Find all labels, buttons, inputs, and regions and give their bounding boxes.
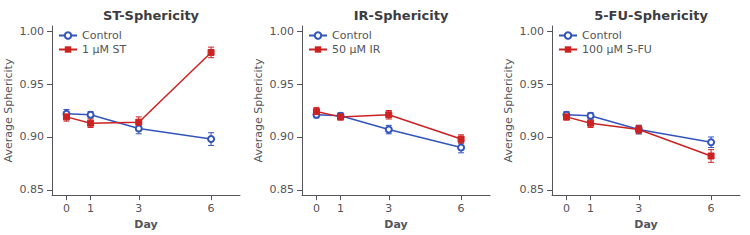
svg-text:100 μM 5-FU: 100 μM 5-FU (582, 43, 652, 56)
svg-text:0.90: 0.90 (20, 130, 45, 143)
svg-text:0.85: 0.85 (20, 183, 45, 196)
svg-text:1.00: 1.00 (20, 25, 45, 38)
svg-text:1: 1 (587, 202, 594, 215)
svg-text:Control: Control (332, 29, 372, 42)
svg-text:ST-Sphericity: ST-Sphericity (103, 8, 200, 23)
svg-text:1 μM ST: 1 μM ST (82, 43, 126, 56)
svg-text:0: 0 (63, 202, 70, 215)
svg-text:3: 3 (385, 202, 392, 215)
svg-text:Average Sphericity: Average Sphericity (252, 58, 265, 162)
svg-text:5-FU-Sphericity: 5-FU-Sphericity (594, 8, 708, 23)
svg-text:3: 3 (135, 202, 142, 215)
svg-text:1: 1 (87, 202, 94, 215)
svg-text:0.95: 0.95 (20, 78, 45, 91)
svg-text:6: 6 (458, 202, 465, 215)
svg-text:Day: Day (134, 218, 157, 231)
svg-text:1: 1 (337, 202, 344, 215)
svg-text:0.95: 0.95 (270, 78, 295, 91)
svg-text:IR-Sphericity: IR-Sphericity (354, 8, 449, 23)
svg-text:0.90: 0.90 (270, 130, 295, 143)
svg-text:50 μM IR: 50 μM IR (332, 43, 381, 56)
svg-text:6: 6 (208, 202, 215, 215)
svg-text:Control: Control (82, 29, 122, 42)
svg-text:Control: Control (582, 29, 622, 42)
svg-text:Day: Day (634, 218, 657, 231)
svg-text:0: 0 (563, 202, 570, 215)
svg-text:6: 6 (708, 202, 715, 215)
svg-text:1.00: 1.00 (270, 25, 295, 38)
svg-text:0.90: 0.90 (520, 130, 545, 143)
svg-text:1.00: 1.00 (520, 25, 545, 38)
svg-text:Average Sphericity: Average Sphericity (502, 58, 515, 162)
svg-text:0.85: 0.85 (270, 183, 295, 196)
svg-text:0.95: 0.95 (520, 78, 545, 91)
svg-text:0: 0 (313, 202, 320, 215)
svg-text:0.85: 0.85 (520, 183, 545, 196)
svg-text:Day: Day (384, 218, 407, 231)
svg-text:Average Sphericity: Average Sphericity (2, 58, 15, 162)
svg-text:3: 3 (635, 202, 642, 215)
